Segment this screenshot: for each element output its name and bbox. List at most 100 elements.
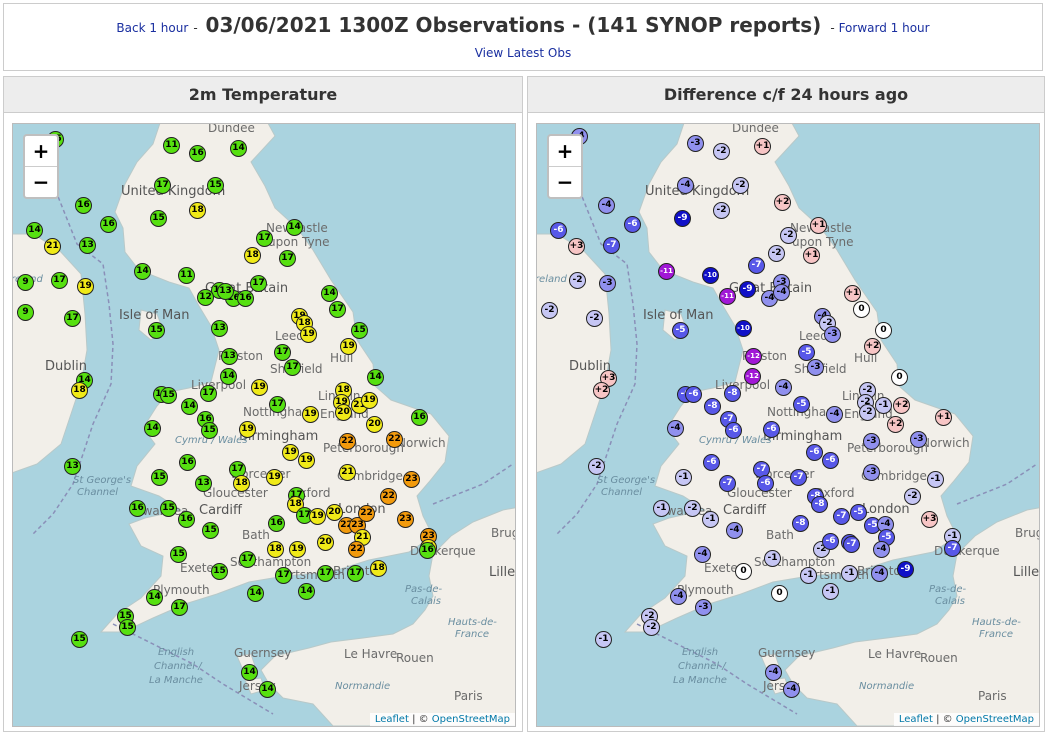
temperature-marker[interactable]: 16 xyxy=(129,500,146,517)
temperature-marker[interactable]: 13 xyxy=(217,283,234,300)
temperature-marker[interactable]: 11 xyxy=(163,137,180,154)
temperature-marker[interactable]: 14 xyxy=(134,263,151,280)
difference-marker[interactable]: -4 xyxy=(877,516,894,533)
temperature-marker[interactable]: 15 xyxy=(160,500,177,517)
temperature-marker[interactable]: 16 xyxy=(237,290,254,307)
difference-marker[interactable]: -2 xyxy=(732,177,749,194)
difference-marker[interactable]: 0 xyxy=(735,563,752,580)
temperature-marker[interactable]: 22 xyxy=(339,433,356,450)
temperature-marker[interactable]: 17 xyxy=(256,230,273,247)
difference-marker[interactable]: -2 xyxy=(643,619,660,636)
difference-marker[interactable]: -8 xyxy=(811,496,828,513)
leaflet-link[interactable]: Leaflet xyxy=(374,714,409,725)
difference-marker[interactable]: -9 xyxy=(739,281,756,298)
temperature-marker[interactable]: 15 xyxy=(201,422,218,439)
difference-marker[interactable]: -2 xyxy=(541,302,558,319)
temperature-marker[interactable]: 20 xyxy=(335,404,352,421)
difference-marker[interactable]: +1 xyxy=(810,217,827,234)
difference-marker[interactable]: -3 xyxy=(695,599,712,616)
difference-marker[interactable]: -3 xyxy=(824,326,841,343)
difference-marker[interactable]: -2 xyxy=(780,227,797,244)
temperature-marker[interactable]: 17 xyxy=(317,565,334,582)
temperature-marker[interactable]: 14 xyxy=(144,420,161,437)
difference-marker[interactable]: -7 xyxy=(790,469,807,486)
temperature-marker[interactable]: 17 xyxy=(329,301,346,318)
temperature-marker[interactable]: 14 xyxy=(181,398,198,415)
difference-marker[interactable]: -1 xyxy=(927,471,944,488)
difference-marker[interactable]: +1 xyxy=(844,285,861,302)
temperature-marker[interactable]: 18 xyxy=(267,541,284,558)
forward-hour-link[interactable]: Forward 1 hour xyxy=(838,21,930,35)
temperature-marker[interactable]: 23 xyxy=(397,511,414,528)
temperature-marker[interactable]: 9 xyxy=(17,304,34,321)
temperature-marker[interactable]: 15 xyxy=(150,210,167,227)
temperature-marker[interactable]: 17 xyxy=(64,310,81,327)
difference-marker[interactable]: -7 xyxy=(944,540,961,557)
temperature-marker[interactable]: 17 xyxy=(250,275,267,292)
temperature-marker[interactable]: 14 xyxy=(146,589,163,606)
difference-marker[interactable]: -3 xyxy=(863,464,880,481)
leaflet-link[interactable]: Leaflet xyxy=(898,714,933,725)
temperature-map[interactable]: + − Leaflet | © OpenStreetMap United Kin… xyxy=(12,123,516,727)
difference-marker[interactable]: -1 xyxy=(764,550,781,567)
temperature-marker[interactable]: 14 xyxy=(230,140,247,157)
difference-marker[interactable]: -6 xyxy=(703,454,720,471)
osm-link[interactable]: OpenStreetMap xyxy=(431,714,510,725)
temperature-marker[interactable]: 19 xyxy=(302,406,319,423)
difference-marker[interactable]: +2 xyxy=(887,416,904,433)
temperature-marker[interactable]: 15 xyxy=(207,177,224,194)
temperature-marker[interactable]: 15 xyxy=(351,322,368,339)
difference-marker[interactable]: -6 xyxy=(806,444,823,461)
difference-marker[interactable]: -4 xyxy=(677,177,694,194)
temperature-marker[interactable]: 13 xyxy=(64,458,81,475)
temperature-marker[interactable]: 17 xyxy=(347,565,364,582)
difference-marker[interactable]: -2 xyxy=(859,404,876,421)
difference-marker[interactable]: -4 xyxy=(775,379,792,396)
difference-marker[interactable]: -9 xyxy=(897,561,914,578)
difference-marker[interactable]: -4 xyxy=(670,588,687,605)
temperature-marker[interactable]: 18 xyxy=(189,202,206,219)
difference-marker[interactable]: -11 xyxy=(719,288,736,305)
difference-marker[interactable]: 0 xyxy=(875,322,892,339)
temperature-marker[interactable]: 21 xyxy=(339,464,356,481)
temperature-marker[interactable]: 14 xyxy=(247,585,264,602)
temperature-marker[interactable]: 19 xyxy=(251,379,268,396)
difference-marker[interactable]: -10 xyxy=(735,320,752,337)
temperature-marker[interactable]: 15 xyxy=(151,469,168,486)
back-hour-link[interactable]: Back 1 hour xyxy=(116,21,189,35)
temperature-marker[interactable]: 14 xyxy=(298,583,315,600)
difference-marker[interactable]: -1 xyxy=(595,631,612,648)
difference-marker[interactable]: -6 xyxy=(685,386,702,403)
temperature-marker[interactable]: 17 xyxy=(154,177,171,194)
difference-marker[interactable]: +2 xyxy=(864,338,881,355)
temperature-marker[interactable]: 19 xyxy=(298,452,315,469)
zoom-in-button[interactable]: + xyxy=(25,136,57,167)
osm-link[interactable]: OpenStreetMap xyxy=(955,714,1034,725)
temperature-marker[interactable]: 11 xyxy=(178,267,195,284)
difference-marker[interactable]: -9 xyxy=(674,210,691,227)
difference-marker[interactable]: +1 xyxy=(935,409,952,426)
temperature-marker[interactable]: 16 xyxy=(268,515,285,532)
temperature-marker[interactable]: 22 xyxy=(348,541,365,558)
difference-marker[interactable]: -10 xyxy=(702,267,719,284)
temperature-marker[interactable]: 13 xyxy=(221,348,238,365)
difference-marker[interactable]: -4 xyxy=(598,197,615,214)
temperature-marker[interactable]: 17 xyxy=(284,359,301,376)
difference-marker[interactable]: -2 xyxy=(904,488,921,505)
temperature-marker[interactable]: 15 xyxy=(119,619,136,636)
difference-marker[interactable]: -5 xyxy=(672,322,689,339)
difference-marker[interactable]: -7 xyxy=(719,475,736,492)
difference-marker[interactable]: -6 xyxy=(822,533,839,550)
temperature-marker[interactable]: 14 xyxy=(367,369,384,386)
difference-marker[interactable]: -8 xyxy=(724,385,741,402)
temperature-marker[interactable]: 23 xyxy=(403,471,420,488)
temperature-marker[interactable]: 14 xyxy=(26,222,43,239)
temperature-marker[interactable]: 19 xyxy=(282,444,299,461)
difference-marker[interactable]: -3 xyxy=(599,275,616,292)
temperature-marker[interactable]: 15 xyxy=(160,387,177,404)
temperature-marker[interactable]: 17 xyxy=(171,599,188,616)
difference-marker[interactable]: -7 xyxy=(833,508,850,525)
temperature-marker[interactable]: 22 xyxy=(358,505,375,522)
temperature-marker[interactable]: 16 xyxy=(411,409,428,426)
difference-marker[interactable]: -6 xyxy=(763,421,780,438)
